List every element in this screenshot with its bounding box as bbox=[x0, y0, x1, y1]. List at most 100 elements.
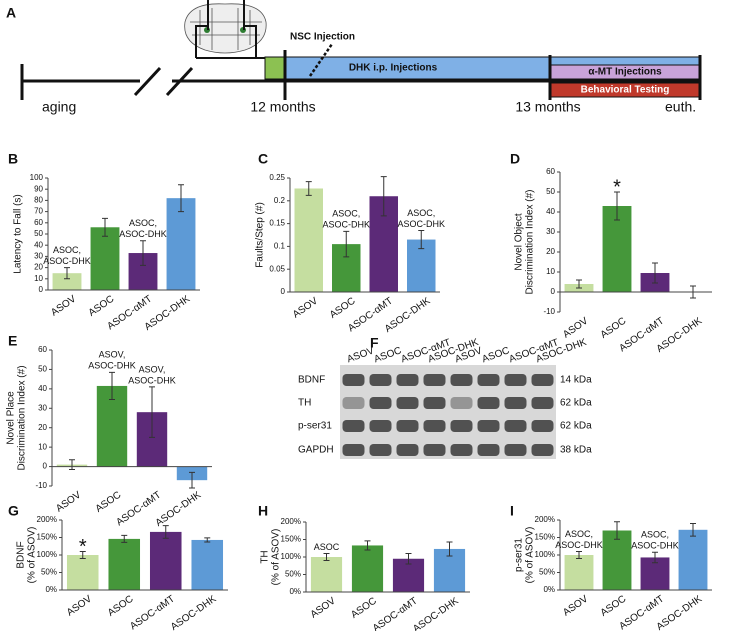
annotation: ASOC, bbox=[332, 209, 360, 219]
y-tick-label: 50% bbox=[41, 568, 57, 577]
y-tick-label: -10 bbox=[543, 307, 555, 316]
y-tick-label: 100% bbox=[281, 552, 301, 561]
y-axis-title: Discrimination Index (#) bbox=[525, 189, 536, 294]
band bbox=[342, 374, 365, 386]
size-label: 62 kDa bbox=[560, 421, 592, 432]
x-tick-label: ASOV bbox=[561, 315, 590, 340]
error-bar bbox=[614, 191, 620, 221]
band bbox=[342, 420, 365, 432]
band bbox=[504, 374, 527, 386]
y-tick-label: 0.05 bbox=[269, 264, 285, 273]
y-tick-label: 0.1 bbox=[274, 242, 286, 251]
amt-label: α-MT Injections bbox=[588, 67, 662, 78]
error-bar bbox=[576, 279, 582, 289]
y-tick-label: 30 bbox=[38, 403, 47, 412]
x-tick-label: ASOV bbox=[291, 295, 320, 320]
band bbox=[396, 420, 419, 432]
y-tick-label: 0 bbox=[551, 287, 556, 296]
annotation: ASOC-DHK bbox=[397, 219, 445, 229]
band bbox=[531, 444, 554, 456]
y-axis-title: Faults/Step (#) bbox=[255, 202, 266, 268]
annotation: ASOC bbox=[314, 542, 340, 552]
lane-label: ASOC-DHK bbox=[535, 337, 589, 366]
y-tick-label: 60 bbox=[546, 167, 555, 176]
row-label: TH bbox=[298, 398, 311, 409]
x-tick-label: ASOC-DHK bbox=[411, 595, 461, 631]
x-tick-label: ASOC bbox=[328, 296, 358, 321]
row-label: GAPDH bbox=[298, 445, 334, 456]
y-axis-title: (% of ASOV) bbox=[27, 527, 38, 584]
y-tick-label: 30 bbox=[546, 227, 555, 236]
y-tick-label: 20 bbox=[34, 263, 43, 272]
nsc-box bbox=[264, 56, 286, 80]
row-label: p-ser31 bbox=[298, 421, 332, 432]
bar bbox=[602, 530, 632, 590]
band bbox=[423, 444, 446, 456]
y-axis-title: p-ser31 bbox=[514, 538, 525, 572]
annotation: ASOC-DHK bbox=[88, 361, 136, 371]
error-bar bbox=[178, 184, 184, 213]
x-tick-label: ASOC bbox=[87, 294, 117, 319]
y-tick-label: 150% bbox=[535, 533, 555, 542]
annotation: ASOC-DHK bbox=[322, 220, 370, 230]
y-tick-label: 50% bbox=[285, 570, 301, 579]
bar bbox=[108, 538, 141, 590]
nsc-pointer bbox=[308, 43, 334, 77]
dhk-label: DHK i.p. Injections bbox=[349, 63, 438, 74]
error-bar bbox=[204, 537, 211, 543]
error-bar bbox=[149, 386, 155, 438]
y-tick-label: -10 bbox=[35, 481, 47, 490]
error-bar bbox=[140, 240, 146, 266]
y-tick-label: 10 bbox=[38, 442, 47, 451]
band bbox=[477, 397, 500, 409]
y-tick-label: 80 bbox=[34, 196, 43, 205]
error-bar bbox=[69, 459, 75, 470]
band bbox=[450, 374, 473, 386]
error-bar bbox=[102, 217, 108, 237]
panel-label: I bbox=[510, 503, 514, 519]
annotation: * bbox=[79, 536, 87, 558]
y-tick-label: 20 bbox=[546, 247, 555, 256]
error-bar bbox=[652, 551, 658, 564]
y-axis-title: (% of ASOV) bbox=[271, 529, 282, 586]
annotation: ASOC, bbox=[53, 245, 81, 255]
error-bar bbox=[305, 181, 312, 196]
y-tick-label: 0 bbox=[39, 285, 44, 294]
y-axis-title: TH bbox=[260, 550, 271, 563]
panel-label: D bbox=[510, 151, 520, 167]
y-tick-label: 0 bbox=[43, 462, 48, 471]
y-axis-title: Latency to Fall (s) bbox=[13, 194, 24, 273]
x-tick-label: ASOC bbox=[94, 490, 124, 515]
band bbox=[396, 374, 419, 386]
annotation: ASOC, bbox=[565, 529, 593, 539]
bar bbox=[564, 555, 594, 590]
bar bbox=[191, 539, 224, 590]
y-tick-label: 0.25 bbox=[269, 173, 285, 182]
panel-label: F bbox=[370, 335, 379, 351]
behavior-label: Behavioral Testing bbox=[581, 85, 670, 96]
band bbox=[531, 397, 554, 409]
timeline-label: euth. bbox=[665, 99, 696, 115]
annotation: * bbox=[613, 176, 621, 198]
x-tick-label: ASOV bbox=[54, 489, 83, 514]
y-tick-label: 0% bbox=[543, 585, 555, 594]
error-bar bbox=[576, 551, 582, 559]
brain-icon bbox=[184, 0, 267, 59]
error-bar bbox=[405, 553, 412, 565]
y-tick-label: 100% bbox=[535, 550, 555, 559]
band bbox=[477, 444, 500, 456]
annotation: ASOC-DHK bbox=[555, 540, 603, 550]
band bbox=[396, 397, 419, 409]
bar bbox=[52, 273, 82, 290]
x-tick-label: ASOV bbox=[49, 293, 78, 318]
size-label: 62 kDa bbox=[560, 398, 592, 409]
y-tick-label: 200% bbox=[37, 515, 57, 524]
band bbox=[423, 420, 446, 432]
bar bbox=[310, 557, 343, 592]
bar bbox=[66, 555, 99, 590]
panel-label: B bbox=[8, 151, 18, 167]
y-tick-label: 40 bbox=[38, 384, 47, 393]
y-tick-label: 70 bbox=[34, 207, 43, 216]
timeline-label: aging bbox=[42, 99, 76, 115]
x-tick-label: ASOV bbox=[309, 595, 338, 620]
